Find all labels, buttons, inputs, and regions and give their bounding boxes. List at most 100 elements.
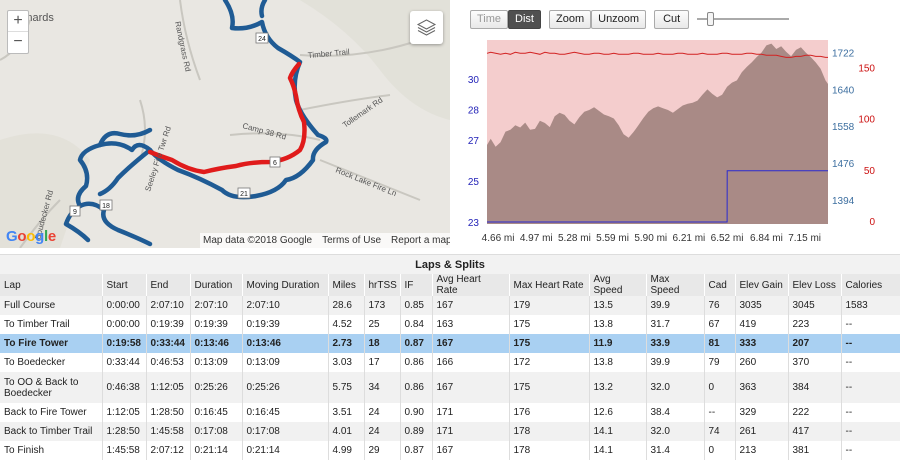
table-row[interactable]: Back to Fire Tower 1:12:05 1:28:50 0:16:45 0…	[0, 403, 900, 422]
table-cell: To Timber Trail	[0, 315, 103, 334]
table-cell: 2:07:10	[146, 296, 191, 315]
table-cell: 18	[364, 334, 401, 353]
table-cell: 0.86	[400, 353, 433, 372]
table-cell: 261	[735, 422, 789, 441]
elevation-chart[interactable]: 4.66 mi 4.97 mi 5.28 mi 5.59 mi 5.90 mi 6.21 …	[455, 35, 900, 248]
table-cell: 175	[509, 372, 590, 403]
route-badge-21	[237, 187, 251, 199]
table-row[interactable]: To Fire Tower 0:19:58 0:33:44 0:13:46 0:13:4…	[0, 334, 900, 353]
speed-line	[487, 170, 828, 223]
column-header[interactable]: Duration	[190, 274, 243, 296]
slider-thumb[interactable]	[707, 12, 715, 26]
column-header[interactable]: Max Heart Rate	[509, 274, 590, 296]
table-cell: 33.9	[646, 334, 705, 353]
heart-rate-axis-tick: 50	[864, 166, 876, 177]
table-cell: 0:46:53	[146, 353, 191, 372]
column-header[interactable]: Moving Duration	[242, 274, 329, 296]
table-row[interactable]: Back to Timber Trail 1:28:50 1:45:58 0:17:0…	[0, 422, 900, 441]
table-cell: 1:12:05	[102, 403, 147, 422]
table-cell: 1:45:58	[146, 422, 191, 441]
route-badge-18	[99, 199, 113, 211]
table-cell: 0.85	[400, 296, 433, 315]
x-tick-label: 7.15 mi	[788, 233, 821, 244]
cut-button[interactable]: Cut	[654, 9, 690, 29]
table-cell: 329	[735, 403, 789, 422]
x-tick-label: 6.52 mi	[711, 233, 744, 244]
table-cell: 178	[509, 422, 590, 441]
table-cell: 2:07:12	[146, 441, 191, 460]
table-cell: 0:00:00	[102, 315, 147, 334]
table-cell: 0:21:14	[242, 441, 329, 460]
table-cell: 0.84	[400, 315, 433, 334]
table-row[interactable]: To OO & Back to Boedecker 0:46:38 1:12:05 0…	[0, 372, 900, 403]
column-header[interactable]: Miles	[328, 274, 365, 296]
table-cell: 166	[432, 353, 510, 372]
table-row[interactable]: To Boedecker 0:33:44 0:46:53 0:13:09 0:13:09…	[0, 353, 900, 372]
elevation-axis-tick: 1558	[832, 122, 855, 133]
zoom-out-button[interactable]: −	[13, 33, 23, 50]
smoothing-slider[interactable]	[697, 9, 790, 29]
table-cell: 32.0	[646, 422, 705, 441]
table-row[interactable]: To Timber Trail 0:00:00 0:19:39 0:19:39 0:19…	[0, 315, 900, 334]
table-cell: 223	[788, 315, 842, 334]
report-map-error-link[interactable]: Report a map error	[391, 235, 450, 246]
map-canvas[interactable]: Timber Trail Tollemark Rd Camp 38 Rd Roc…	[0, 0, 450, 248]
table-cell: 31.7	[646, 315, 705, 334]
column-header[interactable]: Elev Loss	[788, 274, 842, 296]
table-row[interactable]: To Finish 1:45:58 2:07:12 0:21:14 0:21:14 4.9…	[0, 441, 900, 460]
table-cell: 24	[364, 403, 401, 422]
zoom-in-button[interactable]: +	[8, 11, 28, 32]
table-cell: 0:19:39	[242, 315, 329, 334]
table-cell: 0:25:26	[242, 372, 329, 403]
table-cell: 39.9	[646, 353, 705, 372]
table-cell: 417	[788, 422, 842, 441]
table-cell: 175	[509, 334, 590, 353]
column-header[interactable]: hrTSS	[364, 274, 401, 296]
column-header[interactable]: End	[146, 274, 191, 296]
dist-button[interactable]: Dist	[508, 9, 541, 29]
layers-icon	[416, 19, 437, 36]
table-row[interactable]: Full Course 0:00:00 2:07:10 2:07:10 2:07:10 2…	[0, 296, 900, 315]
table-cell: 163	[432, 315, 510, 334]
table-cell: 167	[432, 372, 510, 403]
table-cell: 222	[788, 403, 842, 422]
table-cell: Back to Fire Tower	[0, 403, 103, 422]
table-cell: 17	[364, 353, 401, 372]
table-cell: 3035	[735, 296, 789, 315]
column-header[interactable]: Avg Speed	[589, 274, 647, 296]
unzoom-button[interactable]: Unzoom	[591, 9, 647, 29]
map-panel[interactable]: Timber Trail Tollemark Rd Camp 38 Rd Roc…	[0, 0, 450, 248]
table-cell: --	[841, 403, 900, 422]
table-cell: 0:00:00	[102, 296, 147, 315]
table-cell: 370	[788, 353, 842, 372]
x-tick-label: 5.90 mi	[634, 233, 667, 244]
time-button[interactable]: Time	[470, 9, 509, 29]
left-axis-tick: 28	[468, 106, 480, 117]
column-header[interactable]: Start	[102, 274, 147, 296]
table-cell: 0:25:26	[190, 372, 243, 403]
column-header[interactable]: Calories	[841, 274, 900, 296]
column-header[interactable]: Cad	[704, 274, 736, 296]
elevation-axis-tick: 1722	[832, 49, 855, 60]
table-cell: 175	[509, 315, 590, 334]
table-cell: 0.87	[400, 334, 433, 353]
table-cell: --	[841, 441, 900, 460]
svg-text:9: 9	[73, 209, 77, 216]
table-cell: 0:13:46	[242, 334, 329, 353]
table-cell: To Finish	[0, 441, 103, 460]
column-header[interactable]: IF	[400, 274, 433, 296]
column-header[interactable]: Avg Heart Rate	[432, 274, 510, 296]
table-cell: 81	[704, 334, 736, 353]
x-mode-toggle: Time Dist	[470, 9, 541, 29]
zoom-buttons: Zoom Unzoom	[549, 9, 647, 29]
zoom-button[interactable]: Zoom	[549, 9, 592, 29]
table-cell: Full Course	[0, 296, 103, 315]
column-header[interactable]: Max Speed	[646, 274, 705, 296]
column-header[interactable]: Elev Gain	[735, 274, 789, 296]
table-cell: 0:17:08	[242, 422, 329, 441]
layers-button[interactable]	[410, 11, 443, 44]
google-logo: Google	[6, 228, 56, 245]
table-cell: 4.99	[328, 441, 365, 460]
terms-of-use-link[interactable]: Terms of Use	[322, 235, 382, 246]
column-header[interactable]: Lap	[0, 274, 103, 296]
